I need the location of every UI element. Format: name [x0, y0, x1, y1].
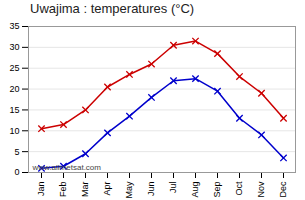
- svg-text:May: May: [124, 181, 134, 199]
- svg-text:5: 5: [14, 147, 19, 157]
- svg-text:Dec: Dec: [278, 181, 288, 198]
- svg-text:Jul: Jul: [168, 182, 178, 194]
- svg-text:Oct: Oct: [234, 181, 244, 196]
- svg-text:Feb: Feb: [58, 182, 68, 198]
- svg-text:www.allmetsat.com: www.allmetsat.com: [32, 163, 102, 172]
- svg-text:Aug: Aug: [190, 182, 200, 198]
- svg-text:0: 0: [14, 167, 19, 177]
- svg-text:Apr: Apr: [102, 182, 112, 196]
- svg-text:Jan: Jan: [36, 182, 46, 197]
- html-text:Uwajima : temperatures (°C): Uwajima : temperatures (°C): [30, 1, 195, 16]
- svg-text:25: 25: [9, 63, 19, 73]
- svg-text:10: 10: [9, 126, 19, 136]
- svg-text:Jun: Jun: [146, 182, 156, 197]
- svg-text:Mar: Mar: [80, 181, 90, 197]
- svg-text:30: 30: [9, 42, 19, 52]
- svg-text:20: 20: [9, 84, 19, 94]
- svg-text:Nov: Nov: [256, 181, 266, 198]
- svg-text:35: 35: [9, 21, 19, 31]
- svg-text:Sep: Sep: [212, 182, 222, 198]
- svg-text:15: 15: [9, 105, 19, 115]
